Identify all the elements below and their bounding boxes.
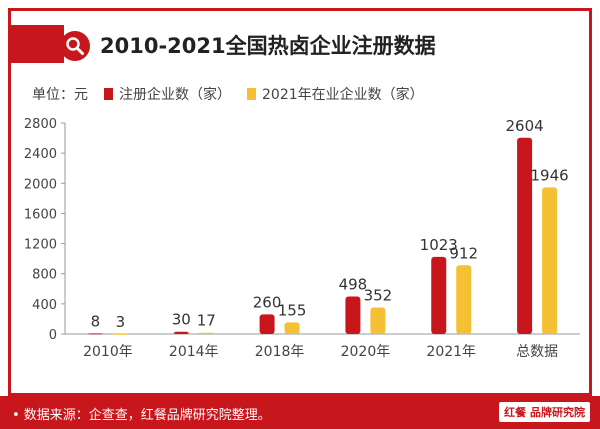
bar bbox=[284, 322, 300, 334]
bar bbox=[173, 331, 189, 334]
brand-logo: 红餐 品牌研究院 bbox=[499, 402, 590, 422]
unit-label: 单位：元 bbox=[32, 87, 88, 103]
x-tick-label: 2021年 bbox=[426, 344, 476, 360]
y-tick-label: 800 bbox=[32, 268, 57, 283]
y-tick-label: 2400 bbox=[24, 147, 57, 162]
x-tick-label: 2020年 bbox=[341, 344, 391, 360]
bar bbox=[198, 332, 214, 334]
legend-swatch-operating bbox=[247, 88, 256, 100]
bar bbox=[87, 333, 103, 335]
chart-frame bbox=[8, 8, 592, 396]
page-title: 2010-2021全国热卤企业注册数据 bbox=[100, 34, 436, 58]
x-tick-label: 2014年 bbox=[169, 344, 219, 360]
data-label: 155 bbox=[278, 301, 307, 319]
legend-swatch-registered bbox=[104, 88, 113, 100]
bar bbox=[259, 314, 275, 334]
y-tick-label: 1600 bbox=[24, 207, 57, 222]
x-tick-label: 2010年 bbox=[83, 344, 133, 360]
data-label: 8 bbox=[91, 312, 101, 330]
bar bbox=[112, 333, 128, 335]
footer-bar: • 数据来源：企查查，红餐品牌研究院整理。 红餐 品牌研究院 bbox=[0, 396, 600, 429]
data-label: 352 bbox=[364, 286, 393, 304]
y-tick-label: 400 bbox=[32, 298, 57, 313]
bar bbox=[345, 296, 361, 334]
bar bbox=[542, 187, 558, 334]
bar bbox=[370, 307, 386, 334]
data-label: 17 bbox=[197, 312, 216, 330]
y-tick-label: 1200 bbox=[24, 238, 57, 253]
chart-legend: 单位：元 注册企业数（家） 2021年在业企业数（家） bbox=[32, 84, 424, 104]
x-tick-label: 2018年 bbox=[255, 344, 305, 360]
legend-label-registered: 注册企业数（家） bbox=[119, 87, 231, 103]
y-tick-label: 0 bbox=[49, 328, 57, 343]
data-label: 498 bbox=[339, 275, 368, 293]
bar bbox=[517, 137, 533, 334]
title-accent-bar bbox=[8, 25, 64, 63]
bar bbox=[456, 265, 472, 334]
y-tick-label: 2000 bbox=[24, 177, 57, 192]
data-label: 1946 bbox=[530, 166, 568, 184]
data-label: 912 bbox=[449, 244, 478, 262]
x-tick-label: 总数据 bbox=[516, 344, 558, 360]
source-note: • 数据来源：企查查，红餐品牌研究院整理。 bbox=[12, 408, 271, 423]
search-icon bbox=[60, 31, 90, 61]
data-label: 260 bbox=[253, 293, 282, 311]
data-label: 2604 bbox=[505, 117, 543, 135]
y-tick-label: 2800 bbox=[24, 117, 57, 132]
bar-chart: 0 400 800 1200 1600 2000 2400 2800 2010年 8 3 2014年 3… bbox=[24, 117, 580, 360]
data-label: 1023 bbox=[420, 236, 458, 254]
data-label: 3 bbox=[116, 313, 126, 331]
legend-label-operating: 2021年在业企业数（家） bbox=[262, 87, 424, 103]
bar bbox=[431, 256, 447, 334]
data-label: 30 bbox=[172, 311, 191, 329]
